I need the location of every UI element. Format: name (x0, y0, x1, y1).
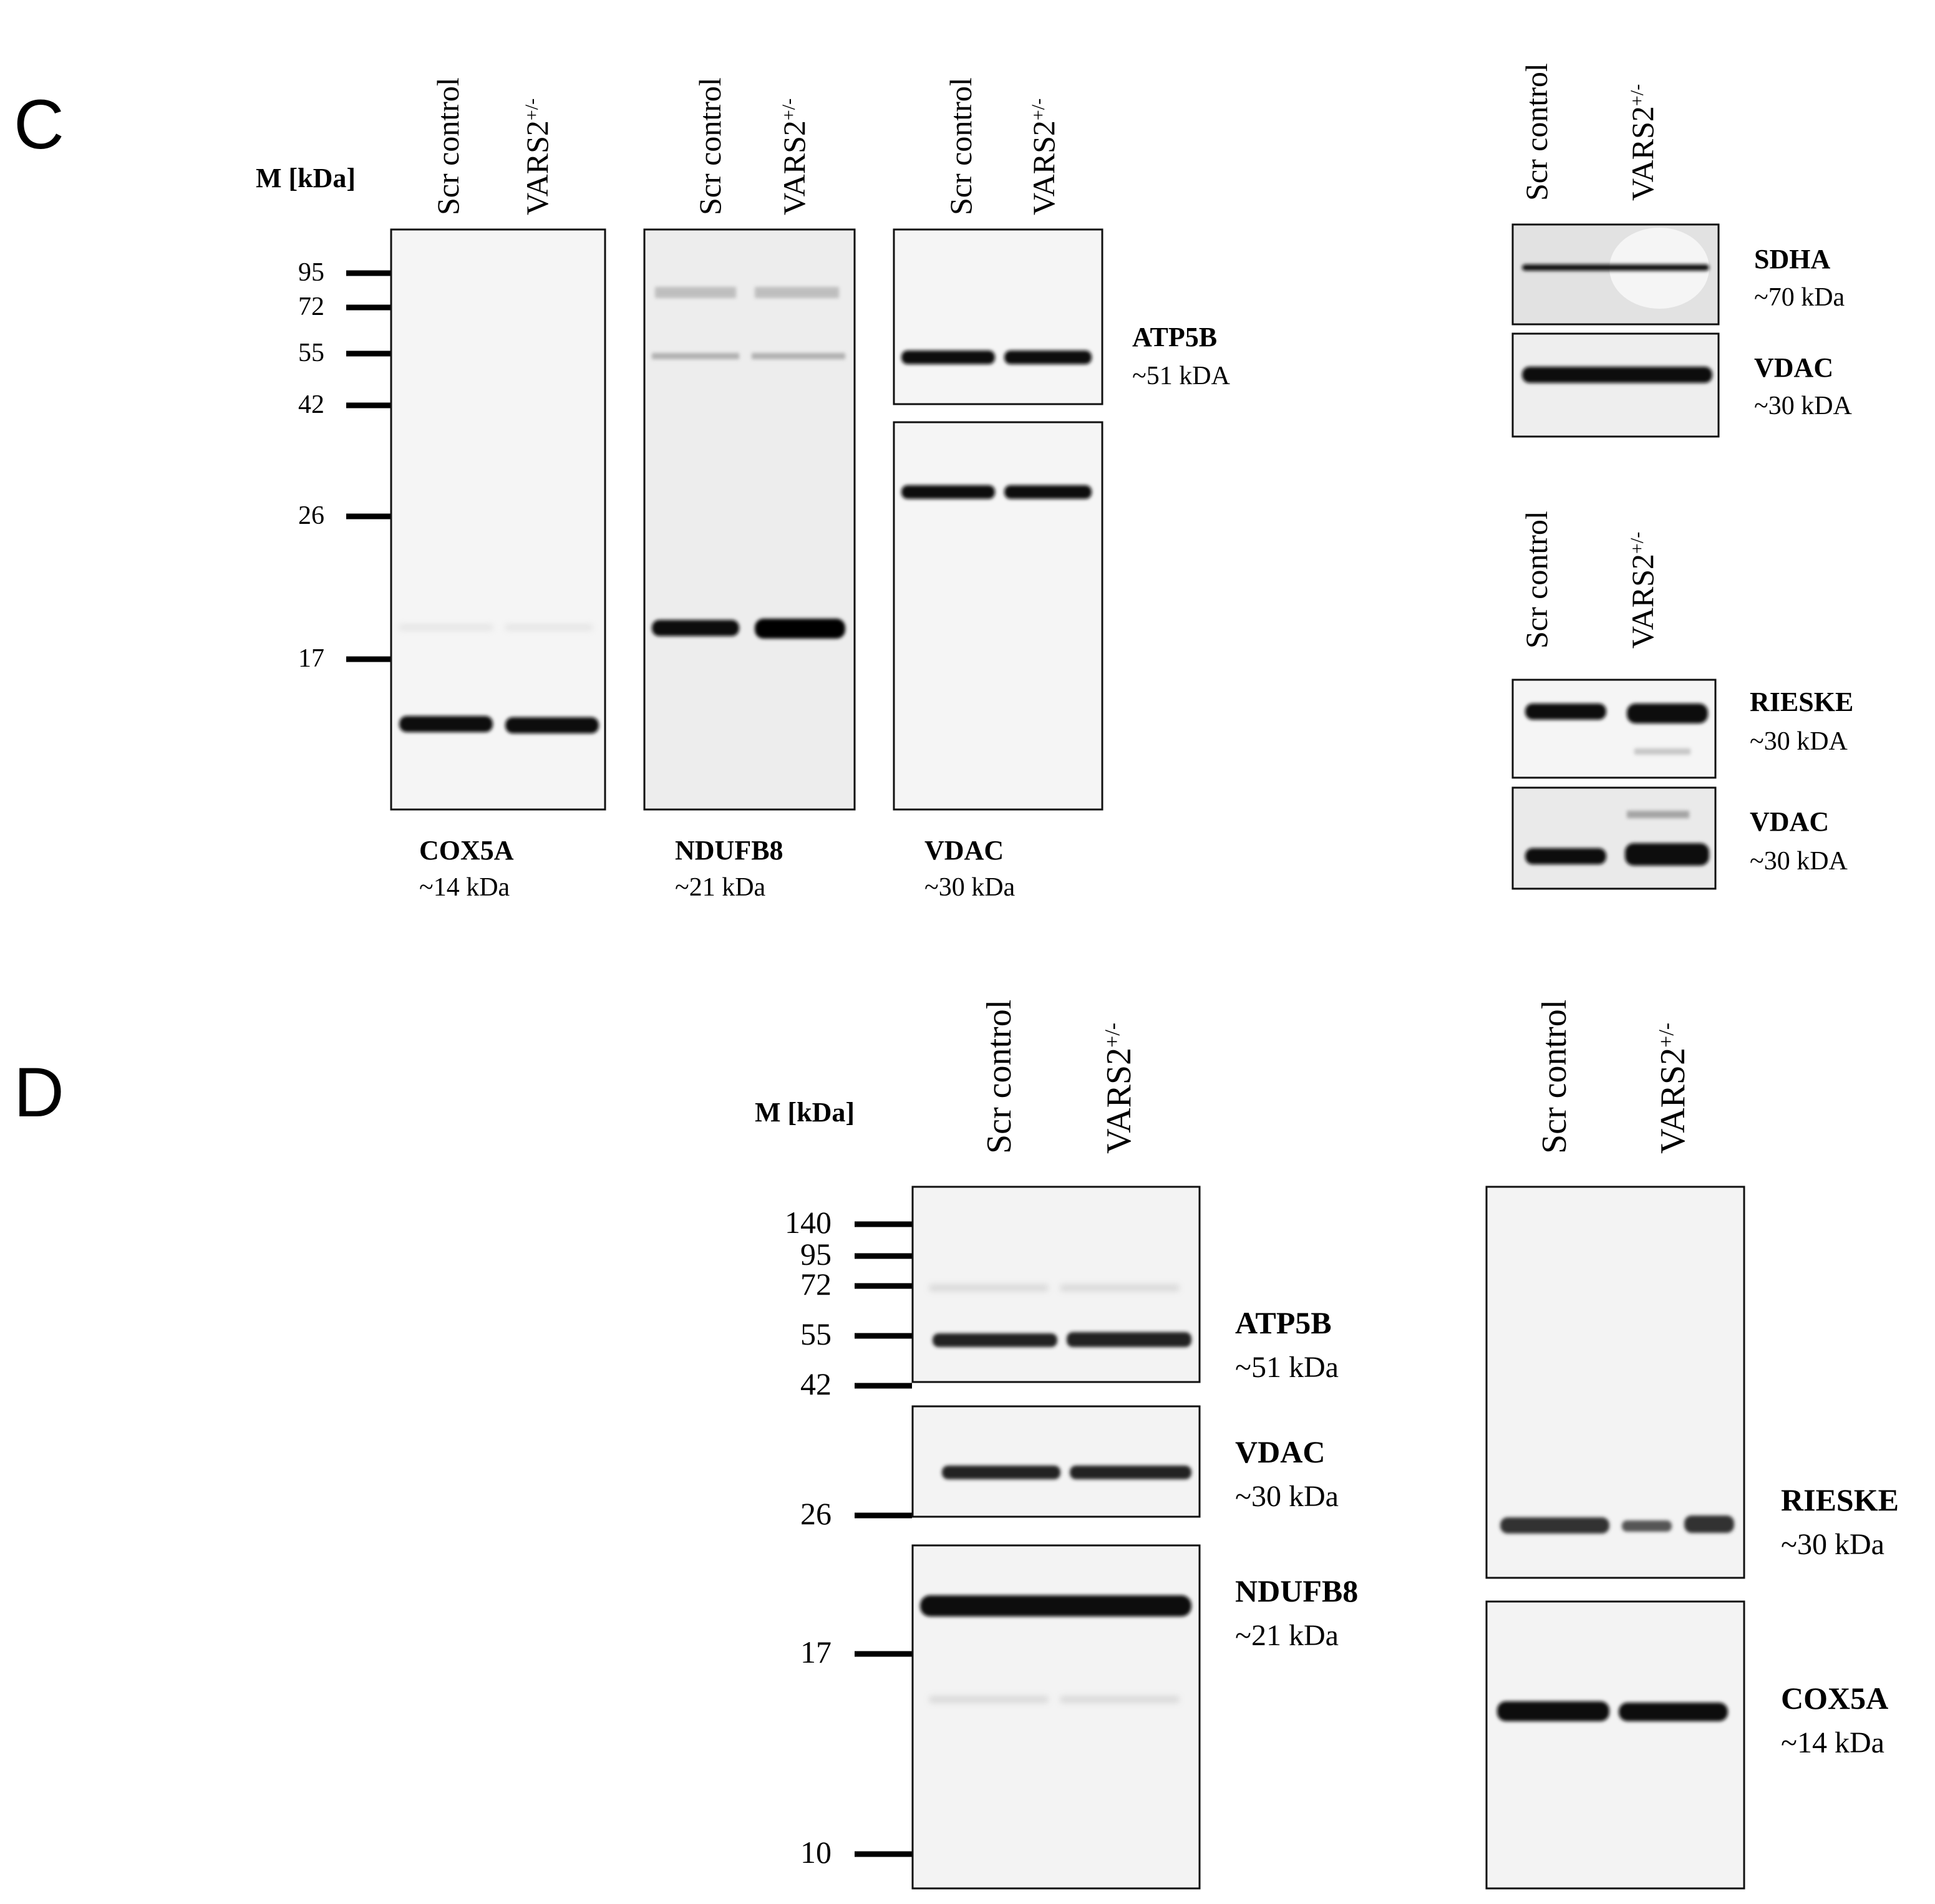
blot-c-vdac (893, 421, 1103, 811)
blot-c-vdac-size: ~30 kDa (924, 873, 1016, 902)
blot-c-sdha-size: ~70 kDa (1754, 283, 1845, 312)
svg-text:72: 72 (800, 1267, 832, 1302)
blot-d-ndufb8-size: ~21 kDa (1235, 1619, 1339, 1652)
marker-55: 55 (298, 339, 392, 367)
blot-d-vdac-name: VDAC (1235, 1434, 1325, 1469)
blot-c-sdha-name: SDHA (1754, 244, 1830, 274)
blot-c-ndufb8 (643, 228, 856, 811)
blot-d-ndufb8 (911, 1544, 1201, 1890)
panel-d-marker-ladder: 140 95 72 55 42 26 17 10 (785, 1205, 912, 1870)
blot-d-vdac (911, 1405, 1201, 1518)
svg-text:17: 17 (800, 1635, 832, 1670)
svg-text:26: 26 (800, 1496, 832, 1531)
blot-c-vdac-rieske-size: ~30 kDA (1750, 847, 1848, 876)
marker-42: 42 (800, 1366, 912, 1401)
blot-d-atp5b-size: ~51 kDa (1235, 1351, 1339, 1384)
marker-10: 10 (800, 1835, 912, 1870)
panel-d-lane-labels-1: Scr control VARS2+/- (980, 1000, 1138, 1154)
lane-label-variant: VARS2+/- (1654, 1023, 1692, 1154)
blot-d-rieske (1485, 1186, 1745, 1579)
panel-c-marker-header: M [kDa] (256, 163, 356, 193)
marker-95: 95 (800, 1237, 912, 1272)
blot-d-vdac-size: ~30 kDa (1235, 1480, 1339, 1513)
lane-label-control: Scr control (1535, 1000, 1574, 1154)
svg-text:95: 95 (800, 1237, 832, 1272)
marker-26: 26 (298, 501, 392, 530)
blot-c-vdac-sdha-name: VDAC (1754, 352, 1833, 383)
panel-c-lane-labels-1: Scr control VARS2+/- (430, 77, 555, 215)
marker-17: 17 (800, 1635, 912, 1670)
svg-text:42: 42 (800, 1366, 832, 1401)
blot-c-vdac-rieske-name: VDAC (1750, 806, 1829, 837)
blot-c-atp5b-size: ~51 kDA (1132, 362, 1231, 390)
lane-label-variant: VARS2+/- (1100, 1023, 1138, 1154)
blot-c-ndufb8-name: NDUFB8 (675, 835, 783, 866)
panel-d-letter: D (14, 1053, 64, 1131)
blot-d-cox5a-name: COX5A (1781, 1681, 1888, 1716)
svg-text:42: 42 (298, 390, 324, 419)
svg-text:140: 140 (785, 1205, 832, 1240)
panel-c-marker-ladder: 95 72 55 42 26 17 (298, 258, 392, 673)
blot-d-cox5a (1485, 1600, 1745, 1890)
blot-c-vdac-name: VDAC (924, 835, 1004, 866)
svg-text:17: 17 (298, 644, 324, 673)
lane-label-control: Scr control (430, 77, 465, 215)
blot-d-atp5b-name: ATP5B (1235, 1305, 1332, 1340)
blot-c-vdac-sdha-size: ~30 kDA (1754, 392, 1853, 420)
blot-d-atp5b (911, 1186, 1201, 1383)
marker-72: 72 (298, 292, 392, 321)
panel-d-lane-labels-2: Scr control VARS2+/- (1535, 1000, 1692, 1154)
svg-text:95: 95 (298, 258, 324, 287)
blot-d-cox5a-size: ~14 kDa (1781, 1726, 1884, 1759)
lane-label-variant: VARS2+/- (1026, 99, 1061, 215)
blot-d-rieske-name: RIESKE (1781, 1482, 1899, 1517)
lane-label-control: Scr control (1519, 63, 1554, 201)
blot-c-cox5a-size: ~14 kDa (419, 873, 510, 902)
lane-label-variant: VARS2+/- (520, 99, 555, 215)
marker-140: 140 (785, 1205, 912, 1240)
blot-c-rieske-name: RIESKE (1750, 687, 1853, 717)
blot-d-rieske-size: ~30 kDa (1781, 1528, 1884, 1561)
blot-d-ndufb8-name: NDUFB8 (1235, 1573, 1358, 1608)
panel-c-lane-labels-4: Scr control VARS2+/- (1519, 63, 1660, 201)
lane-label-variant: VARS2+/- (1625, 532, 1660, 649)
blot-c-cox5a-name: COX5A (419, 835, 514, 866)
marker-72: 72 (800, 1267, 912, 1302)
blot-c-cox5a (390, 228, 606, 811)
svg-text:55: 55 (298, 339, 324, 367)
blot-c-ndufb8-size: ~21 kDa (675, 873, 766, 902)
panel-c-lane-labels-2: Scr control VARS2+/- (692, 77, 812, 215)
marker-95: 95 (298, 258, 392, 287)
lane-label-control: Scr control (980, 1000, 1019, 1154)
blot-c-vdac-sdha (1511, 332, 1720, 438)
svg-text:26: 26 (298, 501, 324, 530)
svg-text:72: 72 (298, 292, 324, 321)
blot-c-atp5b (893, 228, 1103, 405)
lane-label-control: Scr control (692, 77, 727, 215)
blot-c-rieske-size: ~30 kDA (1750, 727, 1848, 756)
panel-c-lane-labels-3: Scr control VARS2+/- (943, 77, 1061, 215)
marker-42: 42 (298, 390, 392, 419)
marker-55: 55 (800, 1317, 912, 1351)
panel-c-lane-labels-5: Scr control VARS2+/- (1519, 511, 1660, 649)
blot-c-atp5b-name: ATP5B (1132, 322, 1217, 352)
lane-label-variant: VARS2+/- (777, 99, 812, 215)
lane-label-control: Scr control (943, 77, 978, 215)
blot-c-rieske (1511, 679, 1717, 779)
lane-label-control: Scr control (1519, 511, 1554, 649)
svg-text:10: 10 (800, 1835, 832, 1870)
marker-26: 26 (800, 1496, 912, 1531)
marker-17: 17 (298, 644, 392, 673)
lane-label-variant: VARS2+/- (1625, 84, 1660, 201)
blot-c-vdac-rieske (1511, 786, 1717, 890)
panel-c-letter: C (14, 85, 64, 163)
blot-c-sdha (1511, 223, 1720, 326)
panel-d-marker-header: M [kDa] (755, 1097, 855, 1128)
svg-text:55: 55 (800, 1317, 832, 1351)
